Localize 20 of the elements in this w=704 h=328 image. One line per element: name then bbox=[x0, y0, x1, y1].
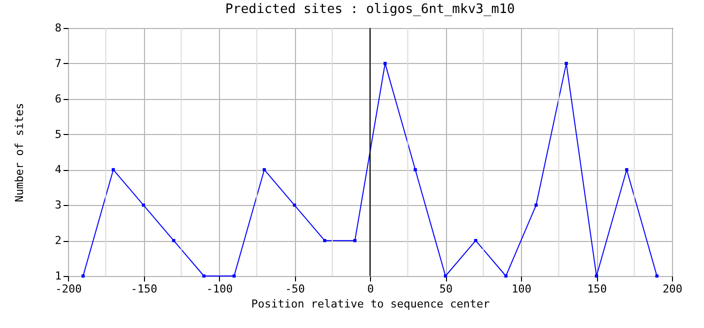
x-tick-label: 200 bbox=[662, 282, 682, 296]
y-tick-label: 1 bbox=[54, 270, 62, 282]
x-tick-label: 150 bbox=[587, 282, 607, 296]
x-tick-label: 0 bbox=[367, 282, 374, 296]
x-axis-title: Position relative to sequence center bbox=[251, 298, 490, 310]
y-tick-label: 5 bbox=[54, 128, 62, 141]
y-tick-label: 4 bbox=[54, 163, 62, 176]
x-tick-label: 100 bbox=[512, 282, 532, 296]
y-tick-label: 3 bbox=[54, 198, 62, 212]
x-tick-label: -50 bbox=[285, 282, 305, 296]
x-tick-label: -150 bbox=[130, 282, 158, 296]
x-tick-label: -200 bbox=[55, 282, 82, 296]
x-tick-label: 50 bbox=[439, 282, 453, 296]
x-tick-label: -100 bbox=[206, 282, 233, 296]
y-tick-label: 8 bbox=[54, 22, 62, 34]
y-tick-label: 2 bbox=[54, 234, 62, 248]
y-tick-label: 7 bbox=[54, 56, 62, 70]
y-tick-label: 6 bbox=[54, 92, 62, 106]
y-axis-title: Number of sites bbox=[12, 102, 26, 202]
chart-title: Predicted sites : oligos_6nt_mkv3_m10 bbox=[225, 2, 515, 17]
